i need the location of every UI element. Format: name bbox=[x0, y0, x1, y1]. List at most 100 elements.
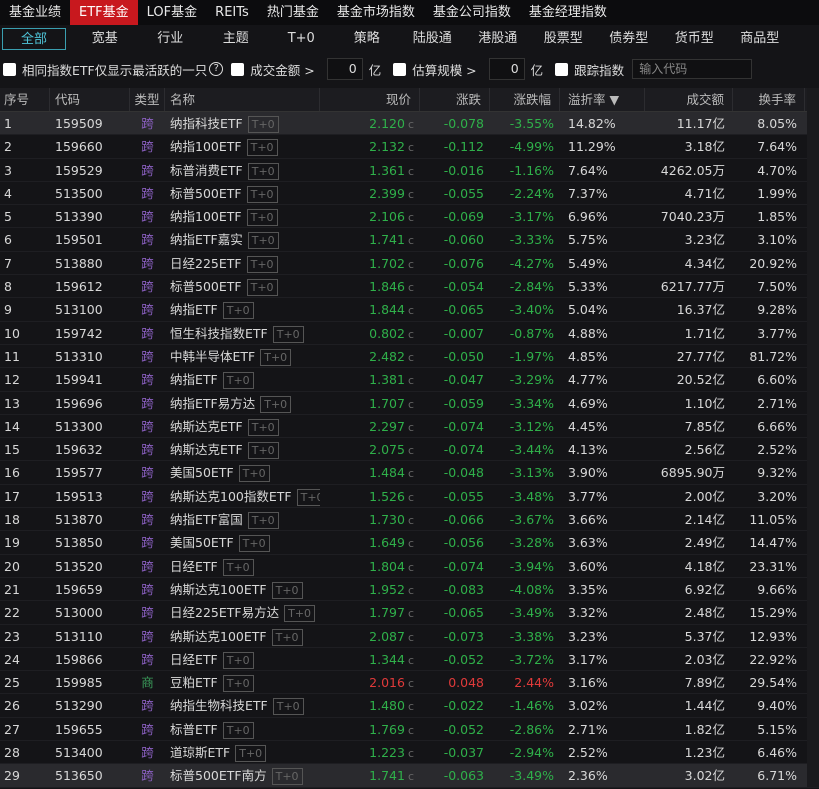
scale-input[interactable]: 0 bbox=[488, 58, 525, 80]
checkbox[interactable] bbox=[393, 62, 407, 76]
table-row[interactable]: 18 513870 跨纳指ETF富国 T+0 1.730 c -0.066 -3.67% 3.6… bbox=[0, 508, 819, 532]
help-icon[interactable]: ? bbox=[209, 62, 224, 76]
fund-name[interactable]: 纳指ETF富国 bbox=[170, 512, 243, 528]
table-row[interactable]: 20 513520 跨日经ETF T+0 1.804 c -0.074 -3.94% 3.60%… bbox=[0, 555, 819, 578]
col-name-header[interactable]: 名称 bbox=[165, 88, 320, 111]
scale-filter[interactable]: 估算规模 > bbox=[393, 60, 477, 79]
fund-name[interactable]: 日经ETF bbox=[170, 651, 218, 667]
fund-name[interactable]: 纳指ETF bbox=[170, 372, 218, 388]
scrollbar[interactable] bbox=[807, 88, 819, 787]
category-tab[interactable]: 宽基 bbox=[91, 31, 118, 46]
col-turnover-rate-header[interactable]: 换手率 bbox=[733, 88, 805, 111]
fund-name[interactable]: 标普500ETF bbox=[170, 185, 242, 201]
table-row[interactable]: 2 159660 跨纳指100ETF T+0 2.132 c -0.112 -4.99% 11.… bbox=[0, 135, 819, 159]
fund-name[interactable]: 纳指100ETF bbox=[170, 209, 242, 225]
fund-name[interactable]: 标普消费ETF bbox=[170, 162, 243, 178]
fund-name[interactable]: 中韩半导体ETF bbox=[170, 348, 256, 364]
fund-name[interactable]: 纳指100ETF bbox=[170, 139, 242, 155]
category-tab[interactable]: 全部 bbox=[2, 28, 66, 50]
table-row[interactable]: 23 513110 跨纳斯达克100ETF T+0 2.087 c -0.073 -3.38%… bbox=[0, 625, 819, 648]
table-row[interactable]: 11 513310 跨中韩半导体ETF T+0 2.482 c -0.050 -1.97% 4.… bbox=[0, 345, 819, 369]
code-search-input[interactable]: 输入代码 bbox=[632, 59, 753, 79]
fund-name[interactable]: 日经ETF bbox=[170, 558, 218, 574]
top-tab[interactable]: 基金经理指数 bbox=[528, 5, 607, 20]
category-tab[interactable]: T+0 bbox=[287, 31, 315, 46]
table-row[interactable]: 17159513跨纳斯达克100指数ETFT+01.526c-0.055-3.4… bbox=[0, 485, 819, 509]
turnover-input[interactable]: 0 bbox=[326, 58, 363, 80]
col-turnover-header[interactable]: 成交额 bbox=[645, 88, 733, 111]
category-tab[interactable]: 债券型 bbox=[609, 31, 649, 46]
top-tab[interactable]: 热门基金 bbox=[266, 5, 319, 20]
table-row[interactable]: 28 513400 跨道琼斯ETF T+0 1.223 c -0.037 -2.94% 2.52… bbox=[0, 741, 819, 765]
checkbox[interactable] bbox=[555, 62, 569, 76]
table-row[interactable]: 14 513300 跨纳斯达克ETF T+0 2.297 c -0.074 -3.12% 4.4… bbox=[0, 415, 819, 439]
checkbox[interactable] bbox=[3, 62, 16, 76]
category-tab[interactable]: 股票型 bbox=[543, 31, 583, 46]
table-row[interactable]: 21 159659 跨纳斯达克100ETF T+0 1.952 c -0.083 -4.08%… bbox=[0, 578, 819, 602]
category-tab[interactable]: 策略 bbox=[353, 31, 380, 46]
fund-name[interactable]: 纳斯达克100ETF bbox=[170, 581, 267, 597]
top-tab[interactable]: ETF基金 bbox=[70, 0, 138, 25]
fund-name[interactable]: 日经225ETF易方达 bbox=[170, 605, 280, 621]
track-index-filter[interactable]: 跟踪指数 bbox=[555, 60, 624, 79]
fund-name[interactable]: 标普500ETF bbox=[170, 279, 242, 295]
fund-name[interactable]: 纳指ETF易方达 bbox=[170, 395, 256, 411]
col-price-header[interactable]: 现价 bbox=[320, 88, 420, 111]
category-tab[interactable]: 陆股通 bbox=[412, 31, 452, 46]
fund-name[interactable]: 道琼斯ETF bbox=[170, 745, 231, 761]
table-row[interactable]: 9 513100 跨纳指ETF T+0 1.844 c -0.065 -3.40% 5.04% 1… bbox=[0, 298, 819, 322]
fund-name[interactable]: 标普ETF bbox=[170, 721, 218, 737]
category-tab[interactable]: 主题 bbox=[222, 31, 249, 46]
fund-name[interactable]: 纳斯达克ETF bbox=[170, 442, 243, 458]
table-row[interactable]: 3 159529 跨标普消费ETF T+0 1.361 c -0.016 -1.16% 7.64… bbox=[0, 159, 819, 182]
table-row[interactable]: 25 159985 商豆粕ETF T+0 2.016 c 0.048 2.44% 3.16% 7.… bbox=[0, 671, 819, 695]
top-tab[interactable]: REITs bbox=[215, 5, 249, 20]
fund-name[interactable]: 纳斯达克100指数ETF bbox=[170, 488, 292, 504]
category-tab[interactable]: 港股通 bbox=[478, 31, 518, 46]
table-row[interactable]: 12 159941 跨纳指ETF T+0 1.381 c -0.047 -3.29% 4.77%… bbox=[0, 368, 819, 392]
fund-name[interactable]: 豆粕ETF bbox=[170, 675, 218, 691]
col-change-header[interactable]: 涨跌 bbox=[420, 88, 490, 111]
col-premium-header[interactable]: 溢折率 ▼ bbox=[560, 88, 645, 111]
col-index-header[interactable]: 序号 bbox=[0, 88, 50, 111]
table-row[interactable]: 19 513850 跨美国50ETF T+0 1.649 c -0.056 -3.28% 3.6… bbox=[0, 531, 819, 555]
table-row[interactable]: 5 513390 跨纳指100ETF T+0 2.106 c -0.069 -3.17% 6.9… bbox=[0, 205, 819, 229]
top-tab[interactable]: 基金业绩 bbox=[9, 5, 62, 20]
checkbox[interactable] bbox=[231, 62, 245, 76]
table-row[interactable]: 16 159577 跨美国50ETF T+0 1.484 c -0.048 -3.13% 3.9… bbox=[0, 461, 819, 485]
fund-name[interactable]: 纳斯达克ETF bbox=[170, 418, 243, 434]
table-row[interactable]: 1 159509 跨 纳指科技ETF T+0 2.120 c -0.078 -3.55% 14.8… bbox=[0, 112, 819, 136]
col-type-header[interactable]: 类型 bbox=[130, 88, 165, 111]
table-row[interactable]: 8 159612 跨标普500ETF T+0 1.846 c -0.054 -2.84% 5.3… bbox=[0, 275, 819, 299]
fund-name[interactable]: 纳指科技ETF bbox=[170, 116, 243, 131]
fund-name[interactable]: 纳指生物科技ETF bbox=[170, 698, 268, 714]
fund-name[interactable]: 美国50ETF bbox=[170, 465, 234, 481]
fund-name[interactable]: 标普500ETF南方 bbox=[170, 768, 267, 784]
col-change-pct-header[interactable]: 涨跌幅 bbox=[490, 88, 560, 111]
col-code-header[interactable]: 代码 bbox=[50, 88, 130, 111]
table-row[interactable]: 29 513650 跨标普500ETF南方 T+0 1.741 c -0.063 -3.49%… bbox=[0, 764, 819, 788]
category-tab[interactable]: 商品型 bbox=[740, 31, 780, 46]
table-row[interactable]: 22 513000 跨日经225ETF易方达 T+0 1.797 c -0.065 -3.49… bbox=[0, 601, 819, 625]
table-row[interactable]: 10 159742 跨恒生科技指数ETF T+0 0.802 c -0.007 -0.87% 4… bbox=[0, 322, 819, 345]
turnover-filter[interactable]: 成交金额 > bbox=[231, 60, 315, 79]
fund-name[interactable]: 纳指ETF嘉实 bbox=[170, 232, 243, 248]
same-index-filter[interactable]: 相同指数ETF仅显示最活跃的一只? bbox=[3, 60, 224, 79]
table-row[interactable]: 24 159866 跨日经ETF T+0 1.344 c -0.052 -3.72% 3.17%… bbox=[0, 648, 819, 672]
top-tab[interactable]: LOF基金 bbox=[146, 5, 198, 20]
table-row[interactable]: 7 513880 跨日经225ETF T+0 1.702 c -0.076 -4.27% 5.4… bbox=[0, 252, 819, 276]
fund-name[interactable]: 纳指ETF bbox=[170, 302, 218, 318]
top-tab[interactable]: 基金公司指数 bbox=[432, 5, 511, 20]
table-row[interactable]: 13 159696 跨纳指ETF易方达 T+0 1.707 c -0.059 -3.34% 4.… bbox=[0, 392, 819, 415]
table-row[interactable]: 26 513290 跨纳指生物科技ETF T+0 1.480 c -0.022 -1.46% 3… bbox=[0, 694, 819, 718]
fund-name[interactable]: 恒生科技指数ETF bbox=[170, 325, 268, 341]
fund-name[interactable]: 日经225ETF bbox=[170, 255, 242, 271]
fund-name[interactable]: 美国50ETF bbox=[170, 535, 234, 551]
category-tab[interactable]: 行业 bbox=[157, 31, 184, 46]
fund-name[interactable]: 纳斯达克100ETF bbox=[170, 628, 267, 644]
category-tab[interactable]: 货币型 bbox=[674, 31, 714, 46]
table-row[interactable]: 6 159501 跨纳指ETF嘉实 T+0 1.741 c -0.060 -3.33% 5.75… bbox=[0, 228, 819, 252]
top-tab[interactable]: 基金市场指数 bbox=[336, 5, 415, 20]
table-row[interactable]: 27 159655 跨标普ETF T+0 1.769 c -0.052 -2.86% 2.71%… bbox=[0, 718, 819, 742]
table-row[interactable]: 15 159632 跨纳斯达克ETF T+0 2.075 c -0.074 -3.44% 4.1… bbox=[0, 438, 819, 462]
